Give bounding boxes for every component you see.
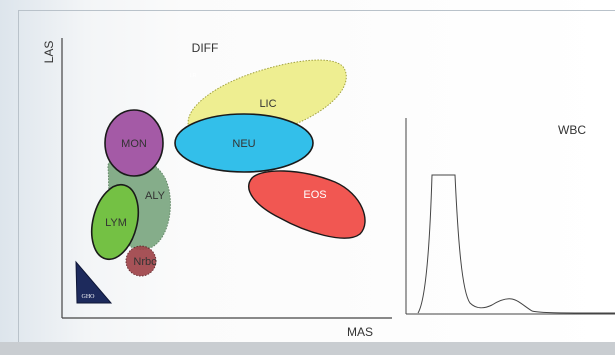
frame-top-line — [18, 10, 615, 11]
cluster-aly-label: ALY — [145, 190, 166, 202]
cluster-nrbc-label: Nrbc — [133, 256, 157, 268]
cluster-gho — [75, 260, 113, 304]
cluster-mon-label: MON — [121, 138, 147, 150]
bottom-band — [0, 342, 615, 355]
histogram-curve — [417, 174, 615, 314]
cluster-eos-label: EOS — [303, 189, 326, 201]
wbc-histogram: WBC — [405, 118, 615, 315]
cluster-lym — [90, 183, 140, 261]
y-axis-label: LAS — [42, 41, 56, 64]
cluster-nrbc — [125, 245, 157, 277]
histogram-title: WBC — [558, 123, 586, 137]
cluster-gho-label: GHO — [82, 294, 96, 300]
frame-left-line — [18, 10, 19, 342]
cluster-eos — [248, 170, 366, 239]
cluster-neu — [174, 113, 314, 173]
cluster-mon — [104, 109, 164, 177]
cluster-lym-label: LYM — [105, 217, 127, 229]
cluster-lic-label: LIC — [259, 98, 276, 110]
scatter-title: DIFF — [192, 41, 219, 55]
x-axis-label: MAS — [347, 325, 373, 339]
cluster-neu-label: NEU — [232, 138, 255, 150]
faint-label: LR — [190, 73, 197, 79]
